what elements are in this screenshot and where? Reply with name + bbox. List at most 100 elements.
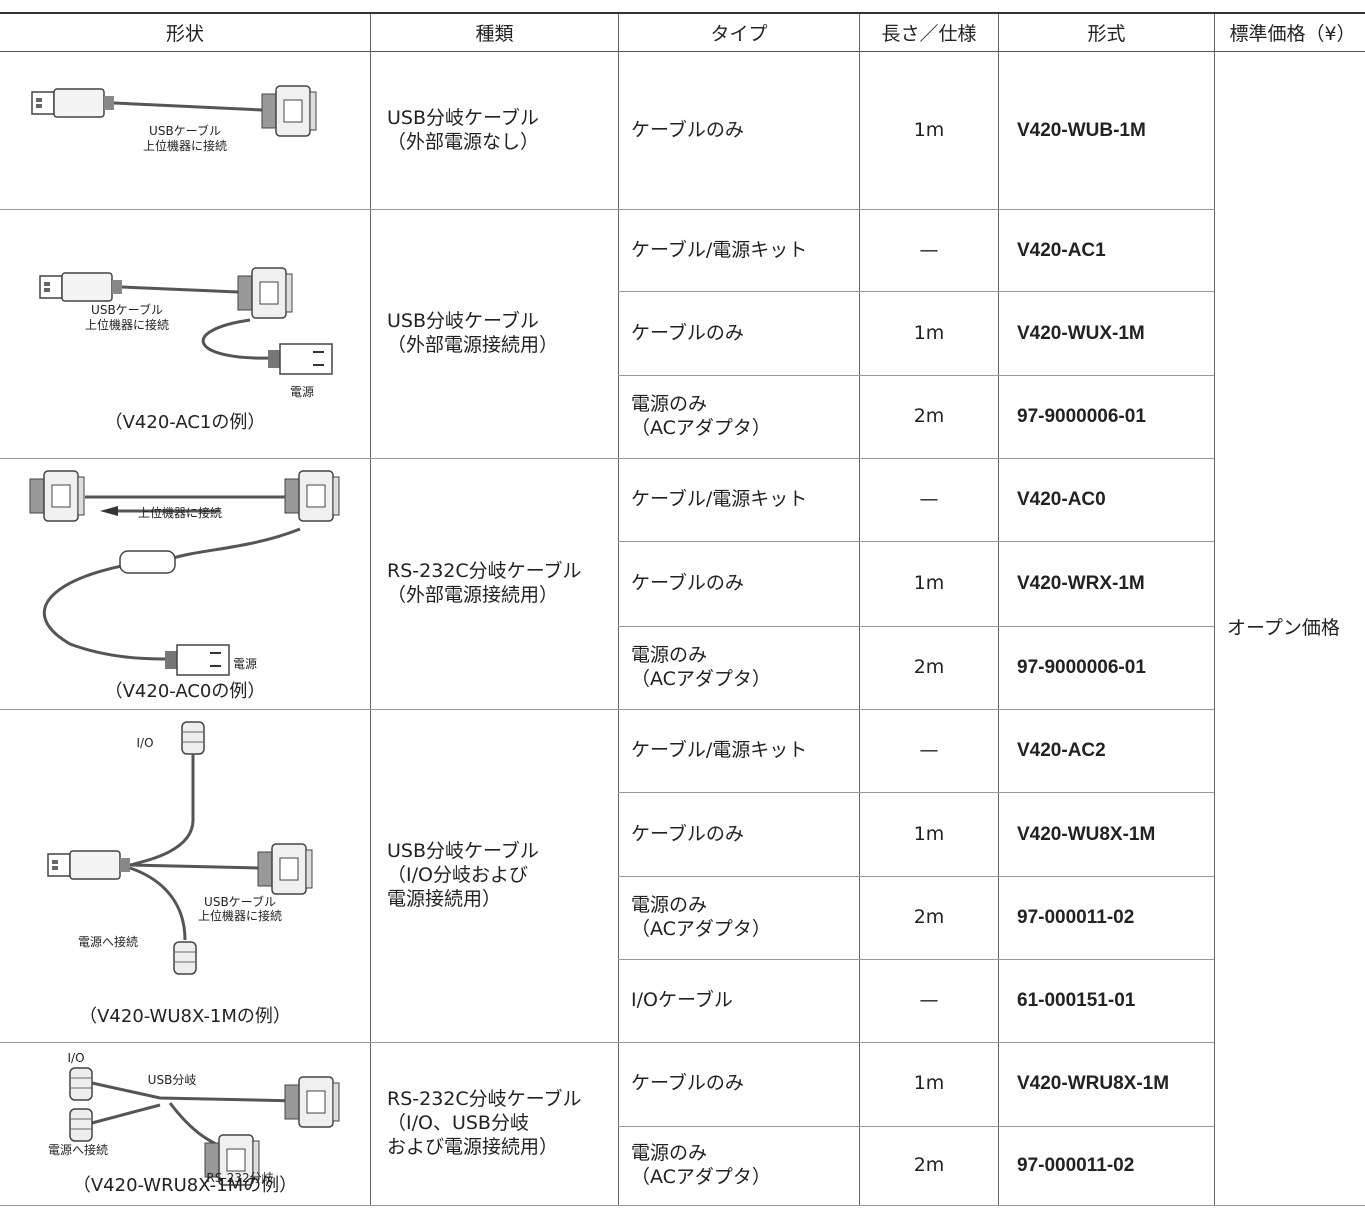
illustration: I/O USB分岐電源へ接続 RS-232分岐 （V420-WRU8X-1Mの例）: [0, 1043, 370, 1205]
model-cell: 97-9000006-01: [998, 375, 1215, 460]
kind-cell: USB分岐ケーブル （外部電源接続用）: [370, 209, 619, 459]
table-row: ケーブルのみ 1m V420-WRX-1M: [0, 541, 1365, 627]
drawing-label: 電源: [232, 657, 258, 671]
drawing-label: I/O: [136, 736, 154, 750]
illustration: USBケーブル 上位機器に接続電源 （V420-AC1の例）: [0, 210, 370, 458]
caption: （V420-WRU8X-1Mの例）: [72, 1175, 298, 1196]
length-cell: 1m: [859, 291, 999, 376]
cable-drawing: [39, 267, 333, 375]
type-cell: ケーブルのみ: [618, 1042, 860, 1127]
length-cell: 1m: [859, 792, 999, 877]
header-cell: タイプ: [618, 12, 860, 52]
caption: （V420-AC1の例）: [104, 412, 266, 433]
kind-cell: RS-232C分岐ケーブル （外部電源接続用）: [370, 458, 619, 710]
drawing-label: USBケーブル: [91, 303, 163, 317]
table-row: USBケーブル 上位機器に接続 USB分岐ケーブル （外部電源なし） ケーブルのみ 1m…: [0, 51, 1365, 1206]
length-cell: 2m: [859, 626, 999, 711]
shape-cell: I/O USB分岐電源へ接続 RS-232分岐 （V420-WRU8X-1Mの例）: [0, 1042, 371, 1206]
header-cell: 形式: [998, 12, 1215, 52]
kind-cell: RS-232C分岐ケーブル （I/O、USB分岐 および電源接続用）: [370, 1042, 619, 1206]
type-cell: ケーブルのみ: [618, 291, 860, 376]
type-cell: ケーブルのみ: [618, 541, 860, 627]
illustration: 上位機器に接続電源 （V420-AC0の例）: [0, 459, 370, 709]
model-cell: 61-000151-01: [998, 959, 1215, 1044]
drawing-label: RS-232分岐: [206, 1171, 274, 1185]
drawing-label: USB分岐: [147, 1073, 197, 1087]
table-row: 電源のみ （ACアダプタ） 2m 97-000011-02: [0, 1126, 1365, 1206]
cable-drawing: [47, 721, 313, 975]
drawing-label: 電源: [289, 385, 315, 399]
shape-cell: USBケーブル 上位機器に接続: [0, 51, 371, 210]
drawing-label: 電源へ接続: [47, 1143, 109, 1157]
length-cell: —: [859, 959, 999, 1044]
cable-drawing: [69, 1067, 340, 1186]
length-cell: 1m: [859, 541, 999, 627]
caption: （V420-WU8X-1Mの例）: [79, 1006, 291, 1027]
table-row: I/O USB分岐電源へ接続 RS-232分岐 （V420-WRU8X-1Mの例） RS…: [0, 1042, 1365, 1206]
drawing-label: 上位機器に接続: [197, 909, 283, 923]
length-cell: 1m: [859, 1042, 999, 1127]
table-row: 電源のみ （ACアダプタ） 2m 97-9000006-01: [0, 626, 1365, 711]
table-row: 電源のみ （ACアダプタ） 2m 97-9000006-01: [0, 375, 1365, 460]
type-cell: 電源のみ （ACアダプタ）: [618, 626, 860, 711]
drawing-label: USBケーブル: [149, 124, 221, 138]
header-cell: 標準価格（¥）: [1214, 12, 1365, 52]
model-cell: V420-WUB-1M: [998, 51, 1215, 210]
table-row: I/Oケーブル —61-000151-01: [0, 959, 1365, 1044]
table-row: ケーブルのみ 1m V420-WUX-1M: [0, 291, 1365, 376]
length-cell: 2m: [859, 375, 999, 460]
header-cell: 種類: [370, 12, 619, 52]
length-cell: —: [859, 709, 999, 794]
type-cell: 電源のみ （ACアダプタ）: [618, 876, 860, 960]
cable-drawing: [31, 85, 317, 137]
type-cell: ケーブル/電源キット: [618, 458, 860, 543]
shape-cell: USBケーブル 上位機器に接続電源 （V420-AC1の例）: [0, 209, 371, 459]
type-cell: I/Oケーブル: [618, 959, 860, 1044]
model-cell: 97-9000006-01: [998, 626, 1215, 711]
type-cell: ケーブルのみ: [618, 51, 860, 210]
drawing-label: 電源へ接続: [77, 935, 139, 949]
model-cell: V420-AC2: [998, 709, 1215, 794]
product-table: 形状 種類 タイプ 長さ／仕様 形式 標準価格（¥） USBケーブル 上位機器に接続 USB分岐…: [0, 12, 1365, 1206]
kind-cell: USB分岐ケーブル （外部電源なし）: [370, 51, 619, 210]
length-cell: 2m: [859, 1126, 999, 1206]
table-row: I/O USBケーブル 上位機器に接続電源へ接続 （V420-WU8X-1Mの例） US…: [0, 709, 1365, 1043]
length-cell: 1m: [859, 51, 999, 210]
length-cell: 2m: [859, 876, 999, 960]
model-cell: 97-000011-02: [998, 1126, 1215, 1206]
price-cell: オープン価格: [1214, 51, 1365, 1206]
header-row: 形状 種類 タイプ 長さ／仕様 形式 標準価格（¥）: [0, 12, 1365, 52]
shape-cell: 上位機器に接続電源 （V420-AC0の例）: [0, 458, 371, 710]
model-cell: V420-AC1: [998, 209, 1215, 293]
drawing-label: 上位機器に接続: [142, 139, 228, 153]
model-cell: V420-WU8X-1M: [998, 792, 1215, 877]
length-cell: —: [859, 209, 999, 293]
model-cell: V420-WRX-1M: [998, 541, 1215, 627]
drawing-label: 上位機器に接続: [84, 318, 170, 332]
model-cell: V420-AC0: [998, 458, 1215, 543]
kind-cell: USB分岐ケーブル （I/O分岐および 電源接続用）: [370, 709, 619, 1043]
length-cell: —: [859, 458, 999, 543]
shape-cell: I/O USBケーブル 上位機器に接続電源へ接続 （V420-WU8X-1Mの例）: [0, 709, 371, 1043]
table-row: 上位機器に接続電源 （V420-AC0の例） RS-232C分岐ケーブル （外部電源…: [0, 458, 1365, 710]
drawing-label: 上位機器に接続: [137, 506, 223, 520]
model-cell: 97-000011-02: [998, 876, 1215, 960]
drawing-label: USBケーブル: [204, 895, 276, 909]
type-cell: ケーブル/電源キット: [618, 709, 860, 794]
type-cell: 電源のみ （ACアダプタ）: [618, 375, 860, 460]
header-cell: 形状: [0, 12, 371, 52]
type-cell: ケーブルのみ: [618, 792, 860, 877]
model-cell: V420-WRU8X-1M: [998, 1042, 1215, 1127]
table-row: ケーブルのみ 1m V420-WU8X-1M: [0, 792, 1365, 877]
illustration: I/O USBケーブル 上位機器に接続電源へ接続 （V420-WU8X-1Mの例）: [0, 710, 370, 1042]
model-cell: V420-WUX-1M: [998, 291, 1215, 376]
caption: （V420-AC0の例）: [104, 681, 266, 702]
cable-drawing: [29, 470, 340, 676]
drawing-label: I/O: [67, 1051, 85, 1065]
illustration: USBケーブル 上位機器に接続: [0, 52, 370, 209]
type-cell: ケーブル/電源キット: [618, 209, 860, 293]
header-cell: 長さ／仕様: [859, 12, 999, 52]
table-row: 電源のみ （ACアダプタ） 2m 97-000011-02: [0, 876, 1365, 960]
type-cell: 電源のみ （ACアダプタ）: [618, 1126, 860, 1206]
